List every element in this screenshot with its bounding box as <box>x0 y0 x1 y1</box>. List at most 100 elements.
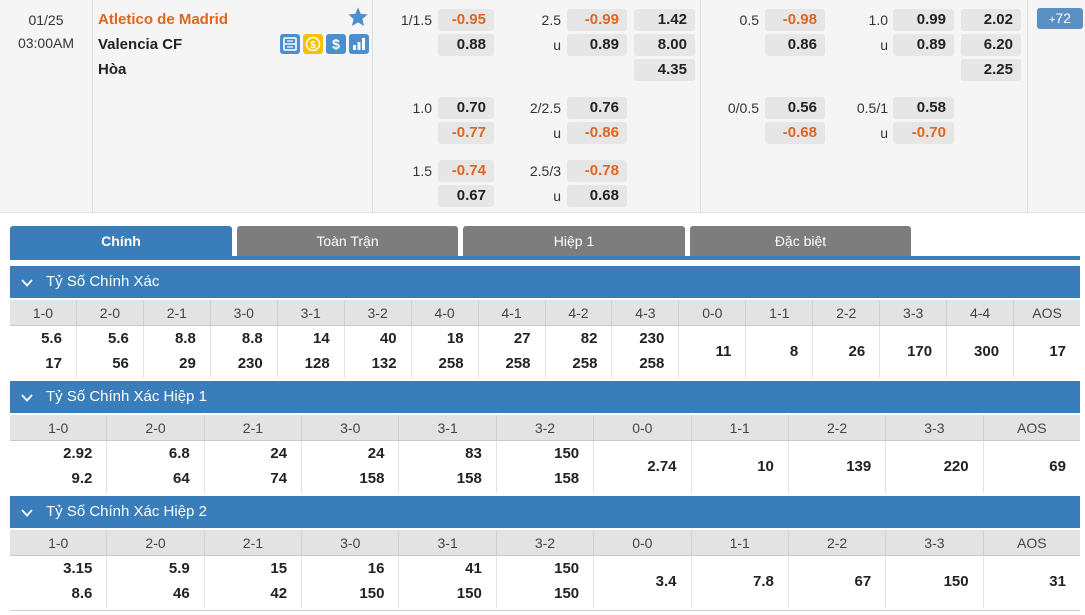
section-header-correct-score-h1[interactable]: Tỷ Số Chính Xác Hiệp 1 <box>10 381 1080 413</box>
tab-dac-biet[interactable]: Đặc biệt <box>690 226 911 256</box>
odds-value[interactable]: 16 <box>367 560 385 577</box>
odds-cell[interactable]: 2.92 9.2 <box>10 441 108 493</box>
odds-value[interactable]: 67 <box>854 573 872 590</box>
odds-cell[interactable]: 8.8 29 <box>144 326 211 378</box>
odds-value[interactable]: 11 <box>715 343 732 360</box>
odds-cell[interactable]: 31 <box>984 556 1080 608</box>
section-header-correct-score[interactable]: Tỷ Số Chính Xác <box>10 266 1080 298</box>
odds-value[interactable]: 230 <box>639 330 665 347</box>
h1-under-odds[interactable]: 0.89 <box>893 34 954 56</box>
h1-handicap-away-odds[interactable]: -0.68 <box>765 122 825 144</box>
odds-value[interactable]: 158 <box>456 470 482 487</box>
ft-under-odds[interactable]: -0.86 <box>567 122 627 144</box>
odds-cell[interactable]: 150 158 <box>497 441 595 493</box>
tab-hiep-1[interactable]: Hiệp 1 <box>463 226 685 256</box>
odds-cell[interactable]: 300 <box>947 326 1015 378</box>
odds-value[interactable]: 8 <box>789 343 799 360</box>
h1-over-odds[interactable]: 0.58 <box>893 97 954 119</box>
odds-cell[interactable]: 6.8 64 <box>107 441 205 493</box>
odds-cell[interactable]: 27 258 <box>479 326 546 378</box>
odds-value[interactable]: 150 <box>456 585 482 602</box>
odds-value[interactable]: 158 <box>554 470 580 487</box>
odds-cell[interactable]: 10 <box>692 441 789 493</box>
odds-value[interactable]: 8.8 <box>241 330 263 347</box>
odds-value[interactable]: 29 <box>179 355 196 372</box>
odds-cell[interactable]: 24 158 <box>302 441 400 493</box>
odds-value[interactable]: 26 <box>848 343 866 360</box>
h1-1x2-home-odds[interactable]: 2.02 <box>961 9 1021 31</box>
odds-value[interactable]: 132 <box>371 355 397 372</box>
odds-cell[interactable]: 5.9 46 <box>107 556 205 608</box>
odds-value[interactable]: 150 <box>359 585 385 602</box>
odds-cell[interactable]: 8 <box>746 326 814 378</box>
odds-value[interactable]: 17 <box>45 355 62 372</box>
odds-value[interactable]: 5.9 <box>168 560 190 577</box>
odds-cell[interactable]: 17 <box>1014 326 1080 378</box>
ft-handicap-away-odds[interactable]: -0.77 <box>438 122 494 144</box>
odds-value[interactable]: 24 <box>270 445 288 462</box>
ft-handicap-home-odds[interactable]: 0.70 <box>438 97 494 119</box>
odds-value[interactable]: 17 <box>1049 343 1066 360</box>
favorite-star-icon[interactable] <box>347 6 369 28</box>
odds-value[interactable]: 2.74 <box>647 458 677 475</box>
odds-cell[interactable]: 15 42 <box>205 556 303 608</box>
odds-cell[interactable]: 230 258 <box>612 326 680 378</box>
odds-cell[interactable]: 26 <box>813 326 881 378</box>
odds-cell[interactable]: 18 258 <box>412 326 479 378</box>
odds-value[interactable]: 158 <box>359 470 385 487</box>
odds-value[interactable]: 31 <box>1049 573 1066 590</box>
ft-under-odds[interactable]: 0.68 <box>567 185 627 207</box>
ft-over-odds[interactable]: 0.76 <box>567 97 627 119</box>
ft-handicap-away-odds[interactable]: 0.67 <box>438 185 494 207</box>
odds-value[interactable]: 230 <box>237 355 263 372</box>
odds-value[interactable]: 56 <box>112 355 129 372</box>
odds-value[interactable]: 258 <box>438 355 464 372</box>
h1-handicap-away-odds[interactable]: 0.86 <box>765 34 825 56</box>
home-team-name[interactable]: Atletico de Madrid <box>98 11 229 28</box>
odds-value[interactable]: 300 <box>974 343 1000 360</box>
odds-value[interactable]: 5.6 <box>41 330 62 347</box>
odds-value[interactable]: 64 <box>173 470 190 487</box>
odds-cell[interactable]: 150 <box>886 556 984 608</box>
odds-value[interactable]: 40 <box>379 330 397 347</box>
odds-value[interactable]: 69 <box>1049 458 1066 475</box>
ft-1x2-away-odds[interactable]: 8.00 <box>634 34 695 56</box>
odds-value[interactable]: 42 <box>270 585 288 602</box>
odds-cell[interactable]: 14 128 <box>278 326 345 378</box>
odds-value[interactable]: 46 <box>173 585 190 602</box>
odds-value[interactable]: 41 <box>465 560 482 577</box>
odds-value[interactable]: 8.6 <box>71 585 93 602</box>
odds-cell[interactable]: 82 258 <box>546 326 613 378</box>
odds-value[interactable]: 5.6 <box>108 330 129 347</box>
odds-value[interactable]: 14 <box>313 330 330 347</box>
odds-value[interactable]: 3.4 <box>655 573 677 590</box>
odds-cell[interactable]: 41 150 <box>399 556 497 608</box>
odds-value[interactable]: 258 <box>572 355 598 372</box>
odds-value[interactable]: 9.2 <box>71 470 93 487</box>
odds-value[interactable]: 27 <box>513 330 531 347</box>
h1-under-odds[interactable]: -0.70 <box>893 122 954 144</box>
odds-value[interactable]: 10 <box>757 458 774 475</box>
bar-chart-icon[interactable] <box>349 34 369 54</box>
odds-value[interactable]: 6.8 <box>168 445 190 462</box>
odds-value[interactable]: 83 <box>465 445 482 462</box>
odds-value[interactable]: 15 <box>270 560 288 577</box>
odds-value[interactable]: 220 <box>943 458 969 475</box>
odds-value[interactable]: 128 <box>304 355 330 372</box>
odds-cell[interactable]: 24 74 <box>205 441 303 493</box>
odds-cell[interactable]: 69 <box>984 441 1080 493</box>
ft-handicap-home-odds[interactable]: -0.95 <box>438 9 494 31</box>
dollar-icon[interactable]: $ <box>326 34 346 54</box>
odds-cell[interactable]: 2.74 <box>594 441 692 493</box>
odds-cell[interactable]: 3.15 8.6 <box>10 556 108 608</box>
odds-value[interactable]: 258 <box>639 355 665 372</box>
tab-toan-tran[interactable]: Toàn Trận <box>237 226 458 256</box>
odds-value[interactable]: 258 <box>505 355 531 372</box>
h1-handicap-home-odds[interactable]: -0.98 <box>765 9 825 31</box>
odds-value[interactable]: 170 <box>907 343 933 360</box>
odds-cell[interactable]: 67 <box>789 556 887 608</box>
ft-handicap-away-odds[interactable]: 0.88 <box>438 34 494 56</box>
odds-cell[interactable]: 40 132 <box>345 326 412 378</box>
odds-value[interactable]: 139 <box>846 458 872 475</box>
odds-value[interactable]: 8.8 <box>174 330 196 347</box>
